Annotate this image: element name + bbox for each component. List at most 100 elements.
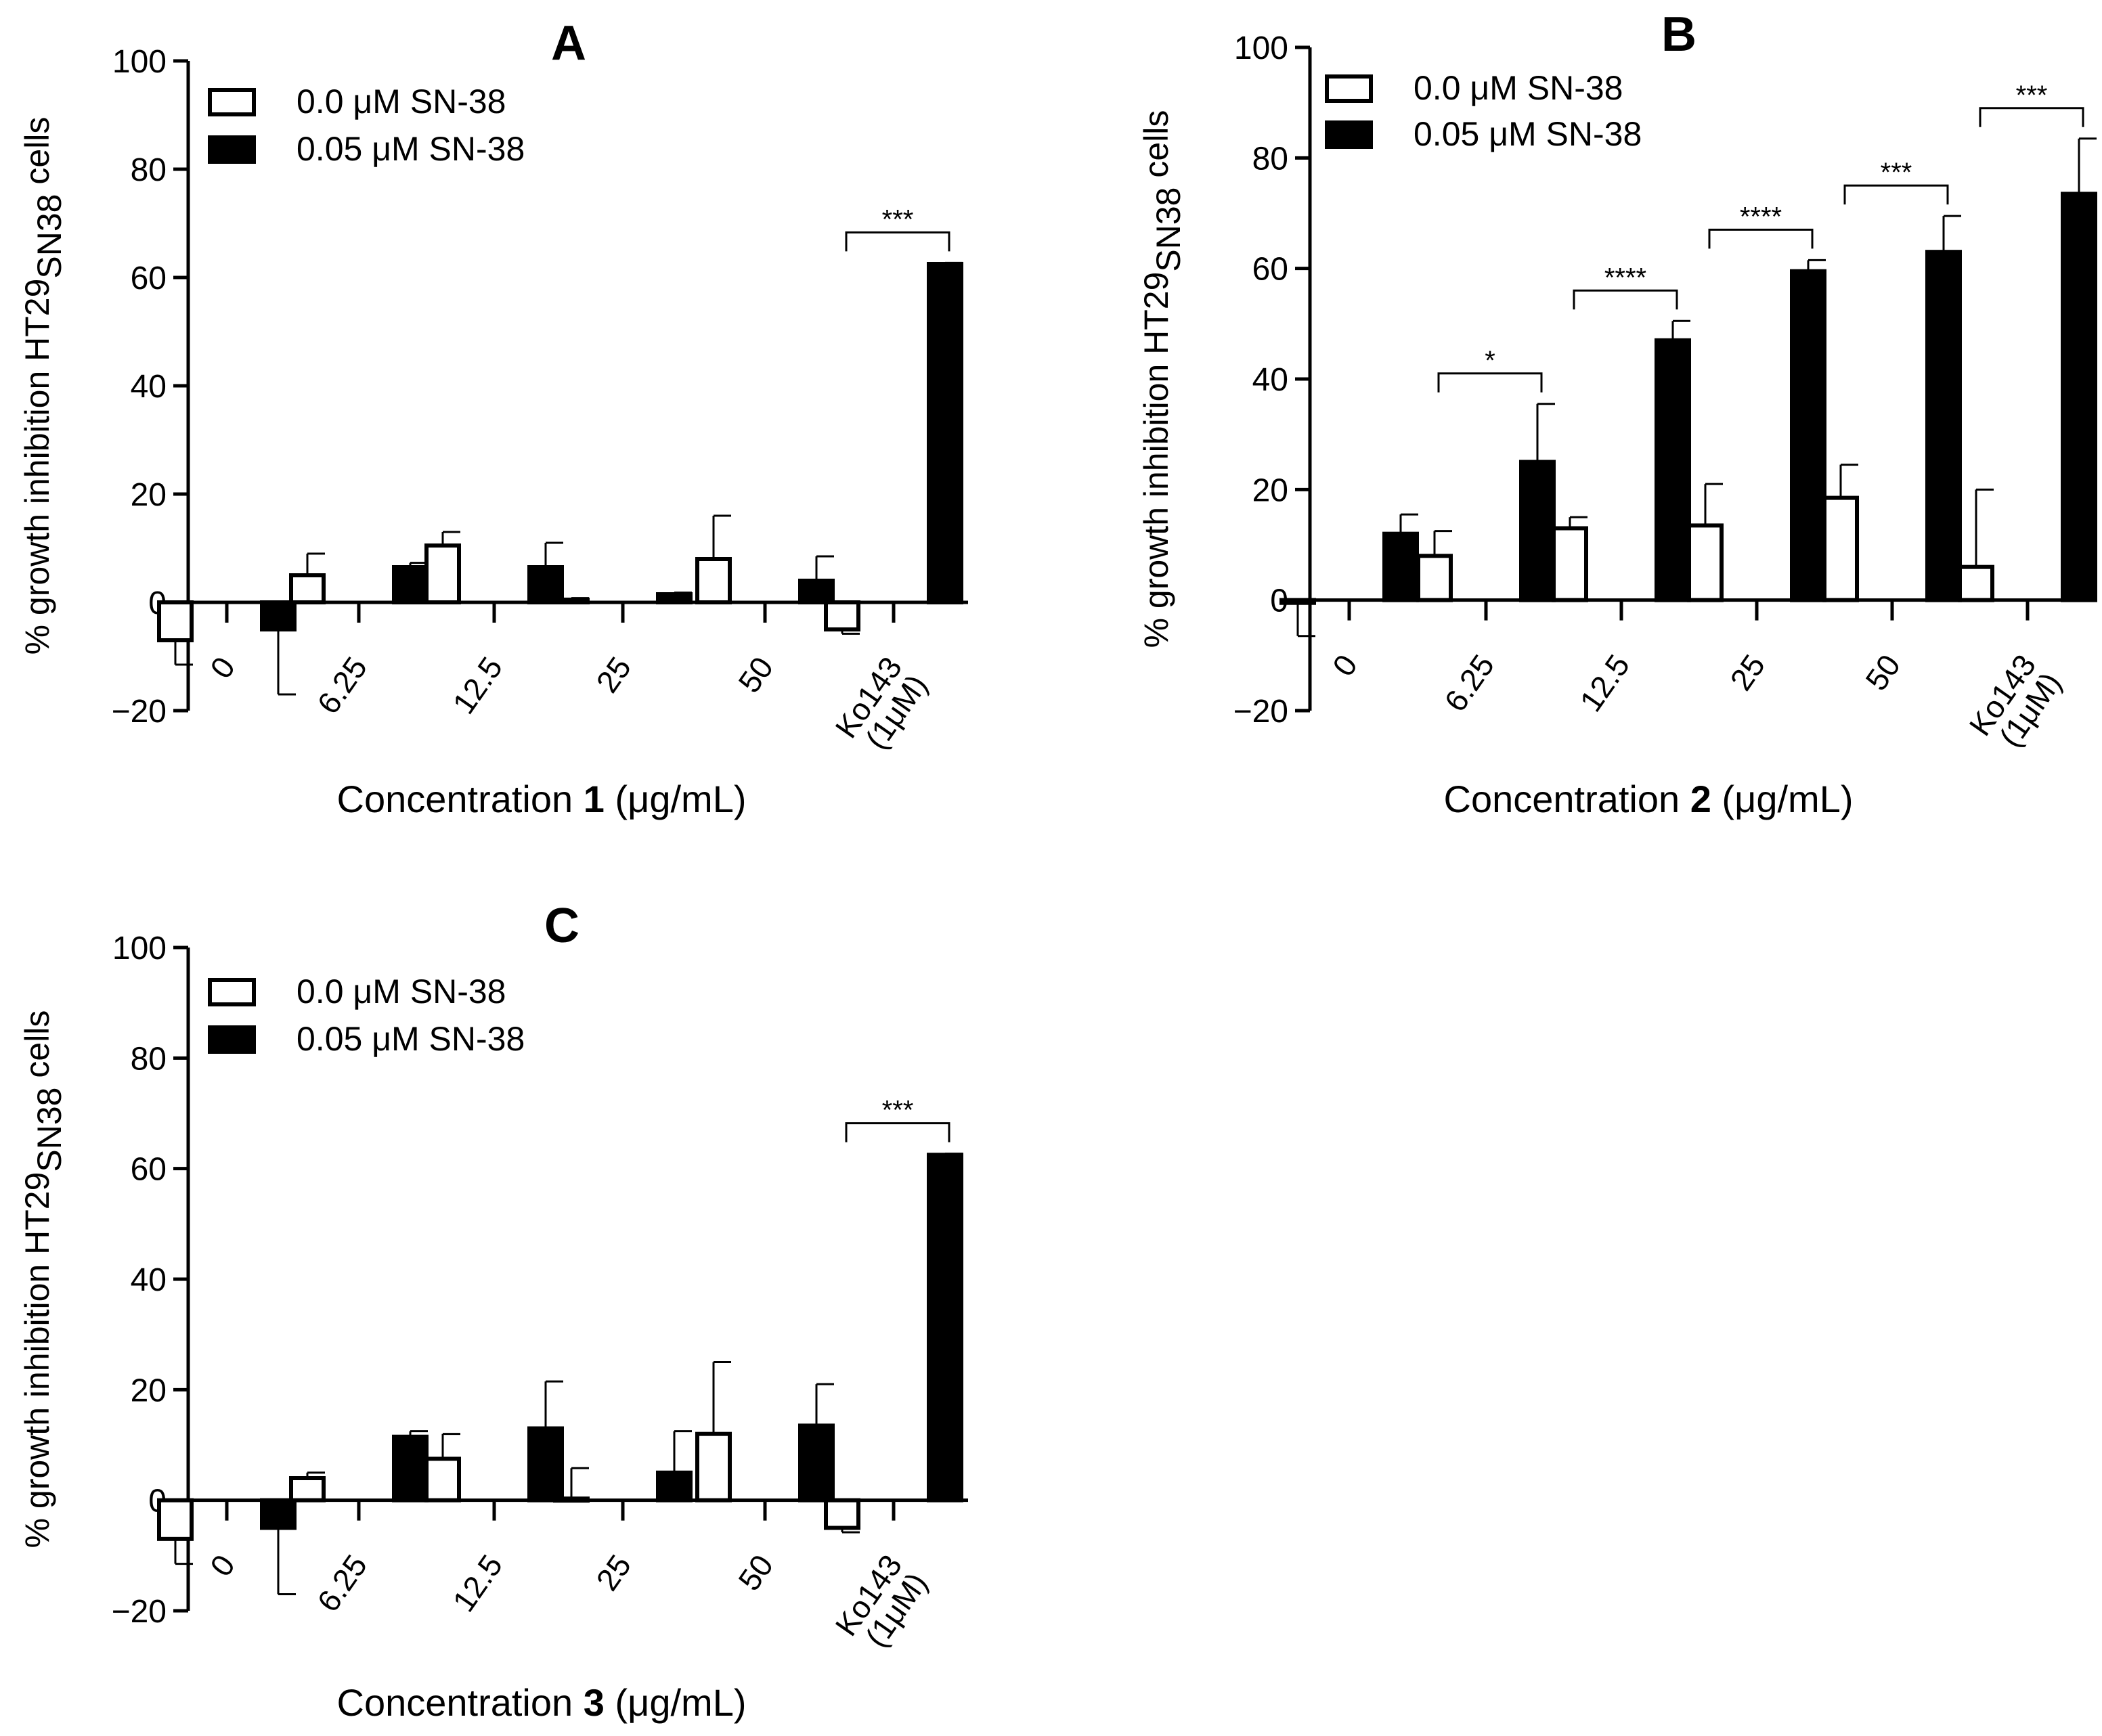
x-axis-label: Concentration 2 (μg/mL) — [1444, 778, 1854, 820]
x-tick-label: 50 — [1858, 648, 1907, 697]
y-axis-label: % growth inhibition HT29SN38 cells — [18, 1010, 68, 1549]
significance-label: * — [1485, 346, 1495, 376]
x-tick-label: 50 — [731, 1549, 780, 1597]
panel-title: B — [1661, 7, 1696, 62]
bar-open — [1687, 523, 1724, 602]
y-tick-label: 80 — [131, 1041, 167, 1077]
legend-label: 0.0 μM SN-38 — [1414, 69, 1623, 107]
panel-title: C — [544, 899, 579, 953]
y-tick-label: 20 — [1252, 472, 1288, 508]
significance-bracket — [845, 1122, 950, 1142]
legend-label: 0.0 μM SN-38 — [297, 973, 506, 1010]
significance-label: **** — [1740, 202, 1782, 231]
panel-title: A — [551, 16, 586, 70]
y-tick-label: 20 — [131, 1373, 167, 1408]
significance-bracket — [1843, 184, 1949, 205]
legend-label: 0.05 μM SN-38 — [297, 1020, 525, 1058]
bar-open — [1958, 564, 1994, 602]
x-tick-label: 12.5 — [445, 650, 509, 720]
bar-open — [289, 573, 326, 604]
bar-solid — [527, 565, 564, 604]
legend-swatch-solid — [208, 135, 256, 164]
legend-label: 0.0 μM SN-38 — [297, 83, 506, 120]
bar-solid — [392, 1434, 429, 1503]
y-tick-label: −20 — [112, 1594, 167, 1630]
bar-solid — [927, 262, 963, 604]
chart-panel-b: B −20 0 20 40 60 80 100 % growth inhibition HT29… — [1137, 7, 2097, 820]
chart-panel-c: C −20 0 20 40 60 80 100 % growth inhibition HT29… — [18, 899, 968, 1724]
bar-open — [695, 557, 732, 604]
y-tick-label: 20 — [131, 477, 167, 513]
bar-solid — [656, 592, 693, 604]
bar-open — [1822, 495, 1859, 602]
x-axis-label: Concentration 1 (μg/mL) — [337, 778, 747, 820]
bar-open — [289, 1476, 326, 1503]
significance-bracket — [845, 231, 950, 252]
y-tick-label: 40 — [131, 369, 167, 405]
y-tick-label: −20 — [1233, 694, 1288, 730]
bar-solid — [656, 1470, 693, 1503]
y-axis-label: % growth inhibition HT29SN38 cells — [1137, 110, 1187, 648]
y-tick-label: 60 — [131, 1152, 167, 1188]
bar-solid — [798, 1423, 835, 1503]
y-tick-label: 100 — [1234, 30, 1288, 66]
x-tick-label: Ko143(1μM) — [828, 650, 934, 762]
significance-bracket — [1573, 289, 1678, 310]
legend-swatch-open — [208, 88, 256, 116]
bar-solid — [1790, 269, 1826, 602]
bar-open — [824, 1498, 860, 1530]
y-tick-label: 100 — [112, 44, 167, 80]
legend-label: 0.05 μM SN-38 — [297, 130, 525, 168]
legend-swatch-open — [1325, 74, 1373, 103]
significance-bracket — [1708, 228, 1814, 249]
significance-label: **** — [1604, 263, 1646, 292]
y-tick-label: 40 — [1252, 362, 1288, 398]
significance-label: *** — [882, 204, 914, 234]
significance-bracket — [1437, 372, 1543, 393]
chart-panel-a: A −20 0 20 40 60 80 100 % growth inhibition HT29… — [18, 16, 968, 820]
bar-open — [695, 1431, 732, 1503]
bar-solid — [798, 579, 835, 604]
y-tick-label: 100 — [112, 931, 167, 966]
legend-swatch-solid — [1325, 120, 1373, 149]
bar-open — [553, 598, 590, 604]
y-tick-label: 60 — [1252, 252, 1288, 288]
bar-solid — [2061, 192, 2097, 602]
x-tick-label: 12.5 — [445, 1549, 509, 1618]
legend-label: 0.05 μM SN-38 — [1414, 115, 1642, 153]
x-axis-label: Concentration 3 (μg/mL) — [337, 1681, 747, 1724]
bar-open — [157, 600, 194, 642]
y-tick-label: 80 — [1252, 141, 1288, 177]
y-tick-label: 60 — [131, 261, 167, 296]
bar-solid — [392, 565, 429, 604]
bar-open — [824, 600, 860, 631]
x-tick-label: 0 — [203, 1549, 242, 1583]
x-tick-label: Ko143(1μM) — [828, 1549, 934, 1660]
x-tick-label: 25 — [1723, 648, 1772, 697]
y-tick-label: 80 — [131, 152, 167, 188]
x-tick-label: 25 — [589, 650, 638, 699]
bar-open — [424, 543, 461, 604]
x-tick-label: 6.25 — [1437, 648, 1501, 718]
bar-open — [1279, 598, 1316, 605]
bar-solid — [260, 600, 297, 631]
x-tick-label: 0 — [203, 650, 242, 685]
bar-open — [157, 1498, 194, 1541]
x-tick-label: 6.25 — [310, 1549, 374, 1618]
bar-open — [1416, 554, 1453, 602]
bar-solid — [1655, 338, 1691, 602]
significance-label: *** — [882, 1096, 914, 1126]
bar-solid — [1925, 250, 1962, 602]
x-tick-label: 50 — [731, 650, 780, 699]
bar-solid — [260, 1498, 297, 1530]
bar-solid — [927, 1153, 963, 1503]
legend-swatch-open — [208, 978, 256, 1006]
bar-solid — [1382, 531, 1419, 602]
significance-label: *** — [1881, 158, 1912, 187]
bar-open — [1552, 526, 1588, 602]
x-tick-label: 0 — [1326, 648, 1364, 683]
x-tick-label: 12.5 — [1573, 648, 1636, 718]
y-tick-label: 40 — [131, 1262, 167, 1298]
y-axis-label: % growth inhibition HT29SN38 cells — [18, 117, 68, 655]
